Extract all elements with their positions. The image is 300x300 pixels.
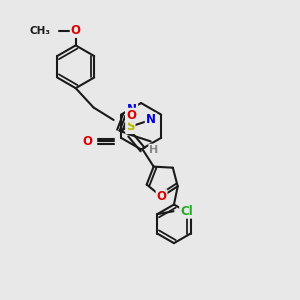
Text: Cl: Cl bbox=[180, 205, 193, 218]
Text: N: N bbox=[127, 103, 137, 116]
Text: O: O bbox=[71, 24, 81, 37]
Text: O: O bbox=[83, 135, 93, 148]
Text: O: O bbox=[157, 190, 166, 203]
Text: CH₃: CH₃ bbox=[29, 26, 50, 35]
Text: N: N bbox=[146, 113, 156, 127]
Text: S: S bbox=[126, 120, 135, 133]
Text: H: H bbox=[149, 145, 158, 154]
Text: O: O bbox=[126, 109, 136, 122]
